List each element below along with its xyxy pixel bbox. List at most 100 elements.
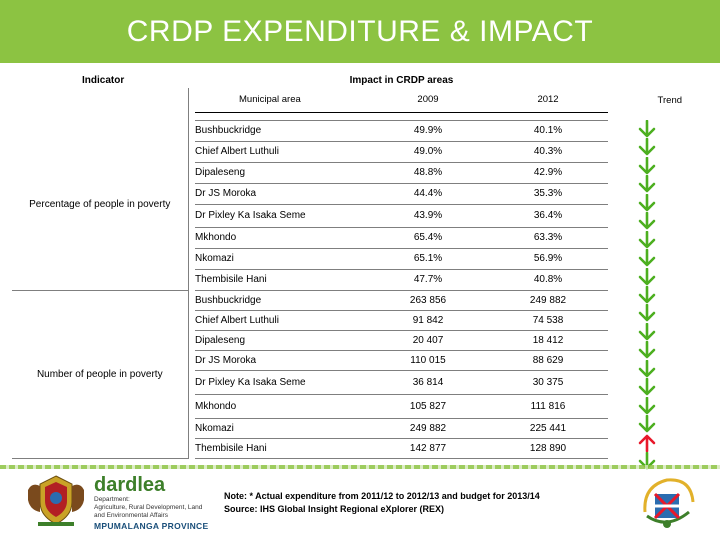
table-row: Thembisile Hani 142 877 128 890	[12, 437, 688, 459]
value-2009-cell: 65.4%	[368, 226, 488, 248]
table-row: Mkhondo 65.4% 63.3%	[12, 226, 688, 248]
table-row: Number of people in poverty Bushbuckridge…	[12, 289, 688, 459]
value-2009-cell: 49.9%	[368, 119, 488, 141]
value-2009-cell: 36 814	[368, 369, 488, 394]
value-2009-cell: 263 856	[368, 289, 488, 310]
value-2012-cell: 56.9%	[488, 247, 609, 269]
page-title: CRDP EXPENDITURE & IMPACT	[126, 14, 594, 48]
value-2009-cell: 65.1%	[368, 247, 488, 269]
municipal-area-cell: Dr Pixley Ka Isaka Seme	[195, 203, 368, 227]
value-2009-cell: 48.8%	[368, 161, 488, 183]
trend-down-icon	[638, 156, 656, 175]
municipal-area-cell: Bushbuckridge	[195, 289, 368, 310]
value-2009-cell: 43.9%	[368, 203, 488, 227]
municipal-area-cell: Thembisile Hani	[195, 437, 368, 459]
trend-down-icon	[638, 415, 656, 433]
footer-divider	[0, 465, 720, 469]
value-2009-cell: 110 015	[368, 349, 488, 370]
value-2012-cell: 88 629	[488, 349, 609, 370]
value-2009-cell: 142 877	[368, 437, 488, 459]
area-header: Municipal area	[195, 88, 368, 113]
value-2012-cell: 42.9%	[488, 161, 609, 183]
year-2009-header: 2009	[368, 88, 488, 113]
value-2009-cell: 249 882	[368, 417, 488, 438]
trend-down-icon	[638, 175, 656, 193]
table-row: Dr Pixley Ka Isaka Seme 36 814 30 375	[12, 369, 688, 394]
trend-down-icon	[638, 378, 656, 396]
table-row: Mkhondo 105 827 111 816	[12, 393, 688, 418]
trend-column	[636, 120, 658, 470]
table-body: Percentage of people in poverty Bushbuckr…	[12, 119, 688, 459]
title-bar: CRDP EXPENDITURE & IMPACT	[0, 0, 720, 63]
table-row: Dr Pixley Ka Isaka Seme 43.9% 36.4%	[12, 203, 688, 227]
trend-down-icon	[638, 120, 656, 138]
value-2012-cell: 40.3%	[488, 140, 609, 162]
value-2012-cell: 249 882	[488, 289, 609, 310]
value-2012-cell: 128 890	[488, 437, 609, 459]
trend-down-icon	[638, 138, 656, 156]
brand-name: dardlea	[94, 474, 166, 496]
impact-header: Impact in CRDP areas	[349, 75, 454, 86]
municipal-area-cell: Bushbuckridge	[195, 119, 368, 141]
brand-department: Department: Agriculture, Rural Developmen…	[94, 496, 203, 519]
table-row: Chief Albert Luthuli 91 842 74 538	[12, 309, 688, 330]
value-2012-cell: 30 375	[488, 369, 609, 394]
value-2012-cell: 74 538	[488, 309, 609, 330]
municipal-area-cell: Nkomazi	[195, 247, 368, 269]
brand-block: dardlea Department: Agriculture, Rural De…	[94, 474, 224, 531]
value-2012-cell: 18 412	[488, 329, 609, 350]
municipal-area-cell: Dipaleseng	[195, 161, 368, 183]
trend-down-icon	[638, 193, 656, 212]
table-row: Dipaleseng 48.8% 42.9%	[12, 161, 688, 183]
trend-down-icon	[638, 286, 656, 304]
value-2012-cell: 36.4%	[488, 203, 609, 227]
municipal-area-cell: Nkomazi	[195, 417, 368, 438]
header-row-sub: Municipal area 2009 2012 Trend	[12, 88, 688, 113]
table-row: Nkomazi 65.1% 56.9%	[12, 247, 688, 269]
source-line: Source: IHS Global Insight Regional eXpl…	[224, 504, 445, 514]
trend-down-icon	[638, 396, 656, 414]
municipal-area-cell: Dr Pixley Ka Isaka Seme	[195, 369, 368, 394]
value-2012-cell: 40.1%	[488, 119, 609, 141]
table-row: Percentage of people in poverty Bushbuckr…	[12, 119, 688, 291]
trend-down-icon	[638, 230, 656, 248]
trend-down-icon	[638, 212, 656, 230]
poverty-table: Indicator Impact in CRDP areas Municipal…	[12, 73, 688, 459]
municipal-area-cell: Chief Albert Luthuli	[195, 309, 368, 330]
value-2009-cell: 49.0%	[368, 140, 488, 162]
value-2012-cell: 35.3%	[488, 182, 609, 204]
trend-down-icon	[638, 341, 656, 359]
municipal-area-cell: Thembisile Hani	[195, 268, 368, 290]
trend-down-icon	[638, 322, 656, 341]
trend-up-icon	[638, 434, 656, 452]
brand-province: MPUMALANGA PROVINCE	[94, 521, 209, 531]
value-2012-cell: 225 441	[488, 417, 609, 438]
source-note: Note: * Actual expenditure from 2011/12 …	[224, 490, 540, 516]
indicator-label: Percentage of people in poverty	[12, 120, 189, 291]
header-row-top: Indicator Impact in CRDP areas	[12, 73, 688, 88]
municipal-area-cell: Mkhondo	[195, 226, 368, 248]
municipal-area-cell: Mkhondo	[195, 393, 368, 418]
value-2009-cell: 47.7%	[368, 268, 488, 290]
trend-down-icon	[638, 304, 656, 322]
municipal-area-cell: Dr JS Moroka	[195, 349, 368, 370]
note-line: Note: * Actual expenditure from 2011/12 …	[224, 491, 540, 501]
table-row: Thembisile Hani 47.7% 40.8%	[12, 268, 688, 290]
value-2012-cell: 63.3%	[488, 226, 609, 248]
table-row: Nkomazi 249 882 225 441	[12, 417, 688, 438]
trend-down-icon	[638, 249, 656, 267]
trend-header: Trend	[657, 94, 683, 106]
value-2012-cell: 111 816	[488, 393, 609, 418]
indicator-header: Indicator	[82, 75, 125, 86]
anniversary-logo	[643, 478, 695, 528]
value-2009-cell: 44.4%	[368, 182, 488, 204]
municipal-area-cell: Dr JS Moroka	[195, 182, 368, 204]
value-2009-cell: 20 407	[368, 329, 488, 350]
year-2012-header: 2012	[488, 88, 609, 113]
value-2009-cell: 91 842	[368, 309, 488, 330]
table-row: Chief Albert Luthuli 49.0% 40.3%	[12, 140, 688, 162]
trend-down-icon	[638, 359, 656, 378]
value-2009-cell: 105 827	[368, 393, 488, 418]
table-row: Dipaleseng 20 407 18 412	[12, 329, 688, 350]
coat-of-arms-logo	[28, 475, 84, 526]
